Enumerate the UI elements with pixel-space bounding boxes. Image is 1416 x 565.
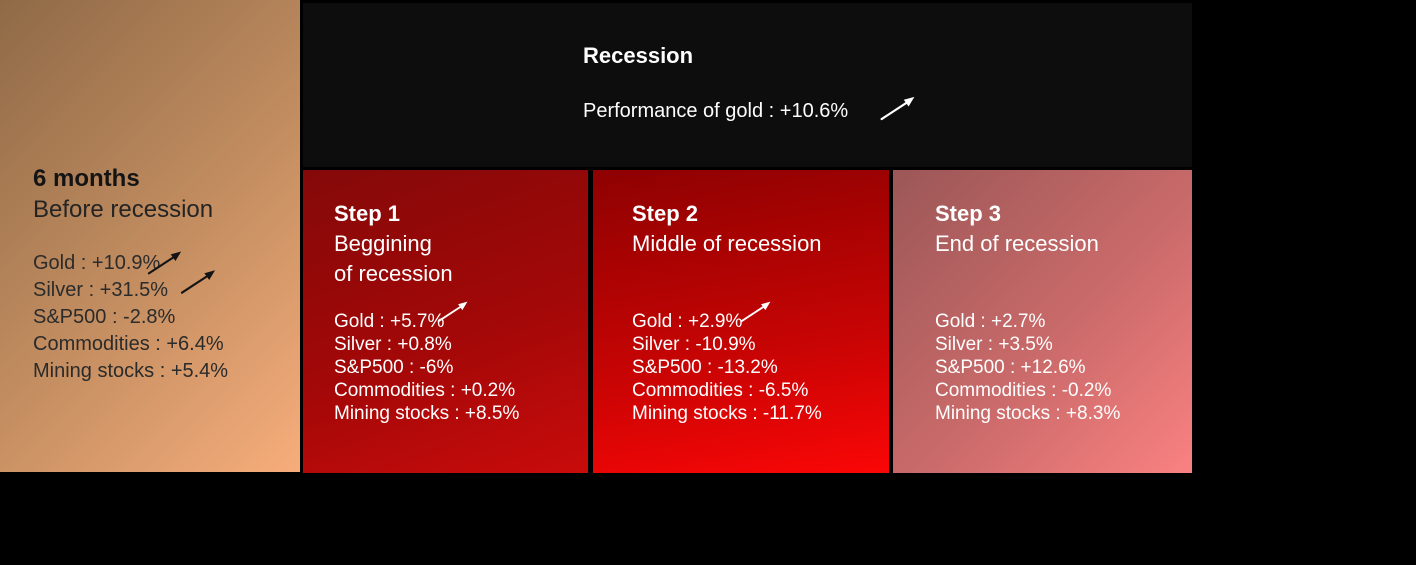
stat-line-sp500: S&P500 : -6%	[334, 357, 454, 378]
before-panel-subtitle: Before recession	[33, 196, 214, 223]
stat-line-gold: Gold : +10.9%	[33, 252, 161, 274]
before-panel-stats: Gold : +10.9% Silver : +31.5% S&P500 : -…	[33, 250, 228, 385]
stat-line-sp500: S&P500 : +12.6%	[935, 357, 1086, 378]
gold-performance-text: Performance of gold : +10.6%	[583, 100, 849, 122]
step-3-panel: Step 3 End of recession Gold : +2.7% Sil…	[893, 170, 1192, 473]
stat-line-silver: Silver : +31.5%	[33, 279, 169, 301]
step-3-title: Step 3	[935, 201, 1002, 226]
step-1-heading: Step 1 Beggining of recession	[334, 199, 453, 289]
step-3-subtitle: End of recession	[935, 231, 1099, 256]
stat-line-commodities: Commodities : +0.2%	[334, 380, 516, 401]
step-2-title: Step 2	[632, 201, 699, 226]
step-1-stats: Gold : +5.7% Silver : +0.8% S&P500 : -6%…	[334, 310, 519, 425]
recession-title: Recession	[583, 43, 694, 68]
stat-line-commodities: Commodities : +6.4%	[33, 333, 224, 355]
stat-line-mining: Mining stocks : +8.5%	[334, 403, 520, 424]
stat-line-commodities: Commodities : -0.2%	[935, 380, 1112, 401]
stat-line-silver: Silver : +0.8%	[334, 334, 452, 355]
step-1-gold-up-arrow-icon	[436, 298, 470, 324]
stat-line-mining: Mining stocks : +8.3%	[935, 403, 1121, 424]
stat-line-mining: Mining stocks : -11.7%	[632, 403, 822, 424]
recession-header: Recession Performance of gold : +10.6%	[303, 3, 1192, 167]
step-1-title: Step 1	[334, 201, 401, 226]
stat-line-gold: Gold : +2.7%	[935, 311, 1046, 332]
step-2-heading: Step 2 Middle of recession	[632, 199, 822, 259]
step-3-heading: Step 3 End of recession	[935, 199, 1099, 259]
step-2-panel: Step 2 Middle of recession Gold : +2.9% …	[593, 170, 889, 473]
stat-line-sp500: S&P500 : -2.8%	[33, 306, 176, 328]
stat-line-mining: Mining stocks : +5.4%	[33, 360, 229, 382]
stat-line-sp500: S&P500 : -13.2%	[632, 357, 778, 378]
step-1-subtitle-line1: Beggining	[334, 231, 432, 256]
step-2-stats: Gold : +2.9% Silver : -10.9% S&P500 : -1…	[632, 310, 822, 425]
step-2-gold-up-arrow-icon	[739, 298, 773, 324]
stat-line-gold: Gold : +5.7%	[334, 311, 445, 332]
before-panel-title: 6 months	[33, 165, 140, 192]
step-2-subtitle: Middle of recession	[632, 231, 822, 256]
step-1-panel: Step 1 Beggining of recession Gold : +5.…	[303, 170, 588, 473]
stat-line-gold: Gold : +2.9%	[632, 311, 743, 332]
stat-line-commodities: Commodities : -6.5%	[632, 380, 809, 401]
stat-line-silver: Silver : +3.5%	[935, 334, 1053, 355]
gold-up-trend-arrow-icon	[146, 248, 184, 276]
before-recession-panel: 6 months Before recession Gold : +10.9% …	[0, 0, 300, 472]
step-1-subtitle-line2: of recession	[334, 261, 453, 286]
stat-line-silver: Silver : -10.9%	[632, 334, 756, 355]
before-panel-heading: 6 months Before recession	[33, 163, 213, 225]
silver-up-trend-arrow-icon	[179, 267, 218, 295]
step-3-stats: Gold : +2.7% Silver : +3.5% S&P500 : +12…	[935, 310, 1120, 425]
gold-performance-up-arrow-icon	[878, 94, 918, 121]
